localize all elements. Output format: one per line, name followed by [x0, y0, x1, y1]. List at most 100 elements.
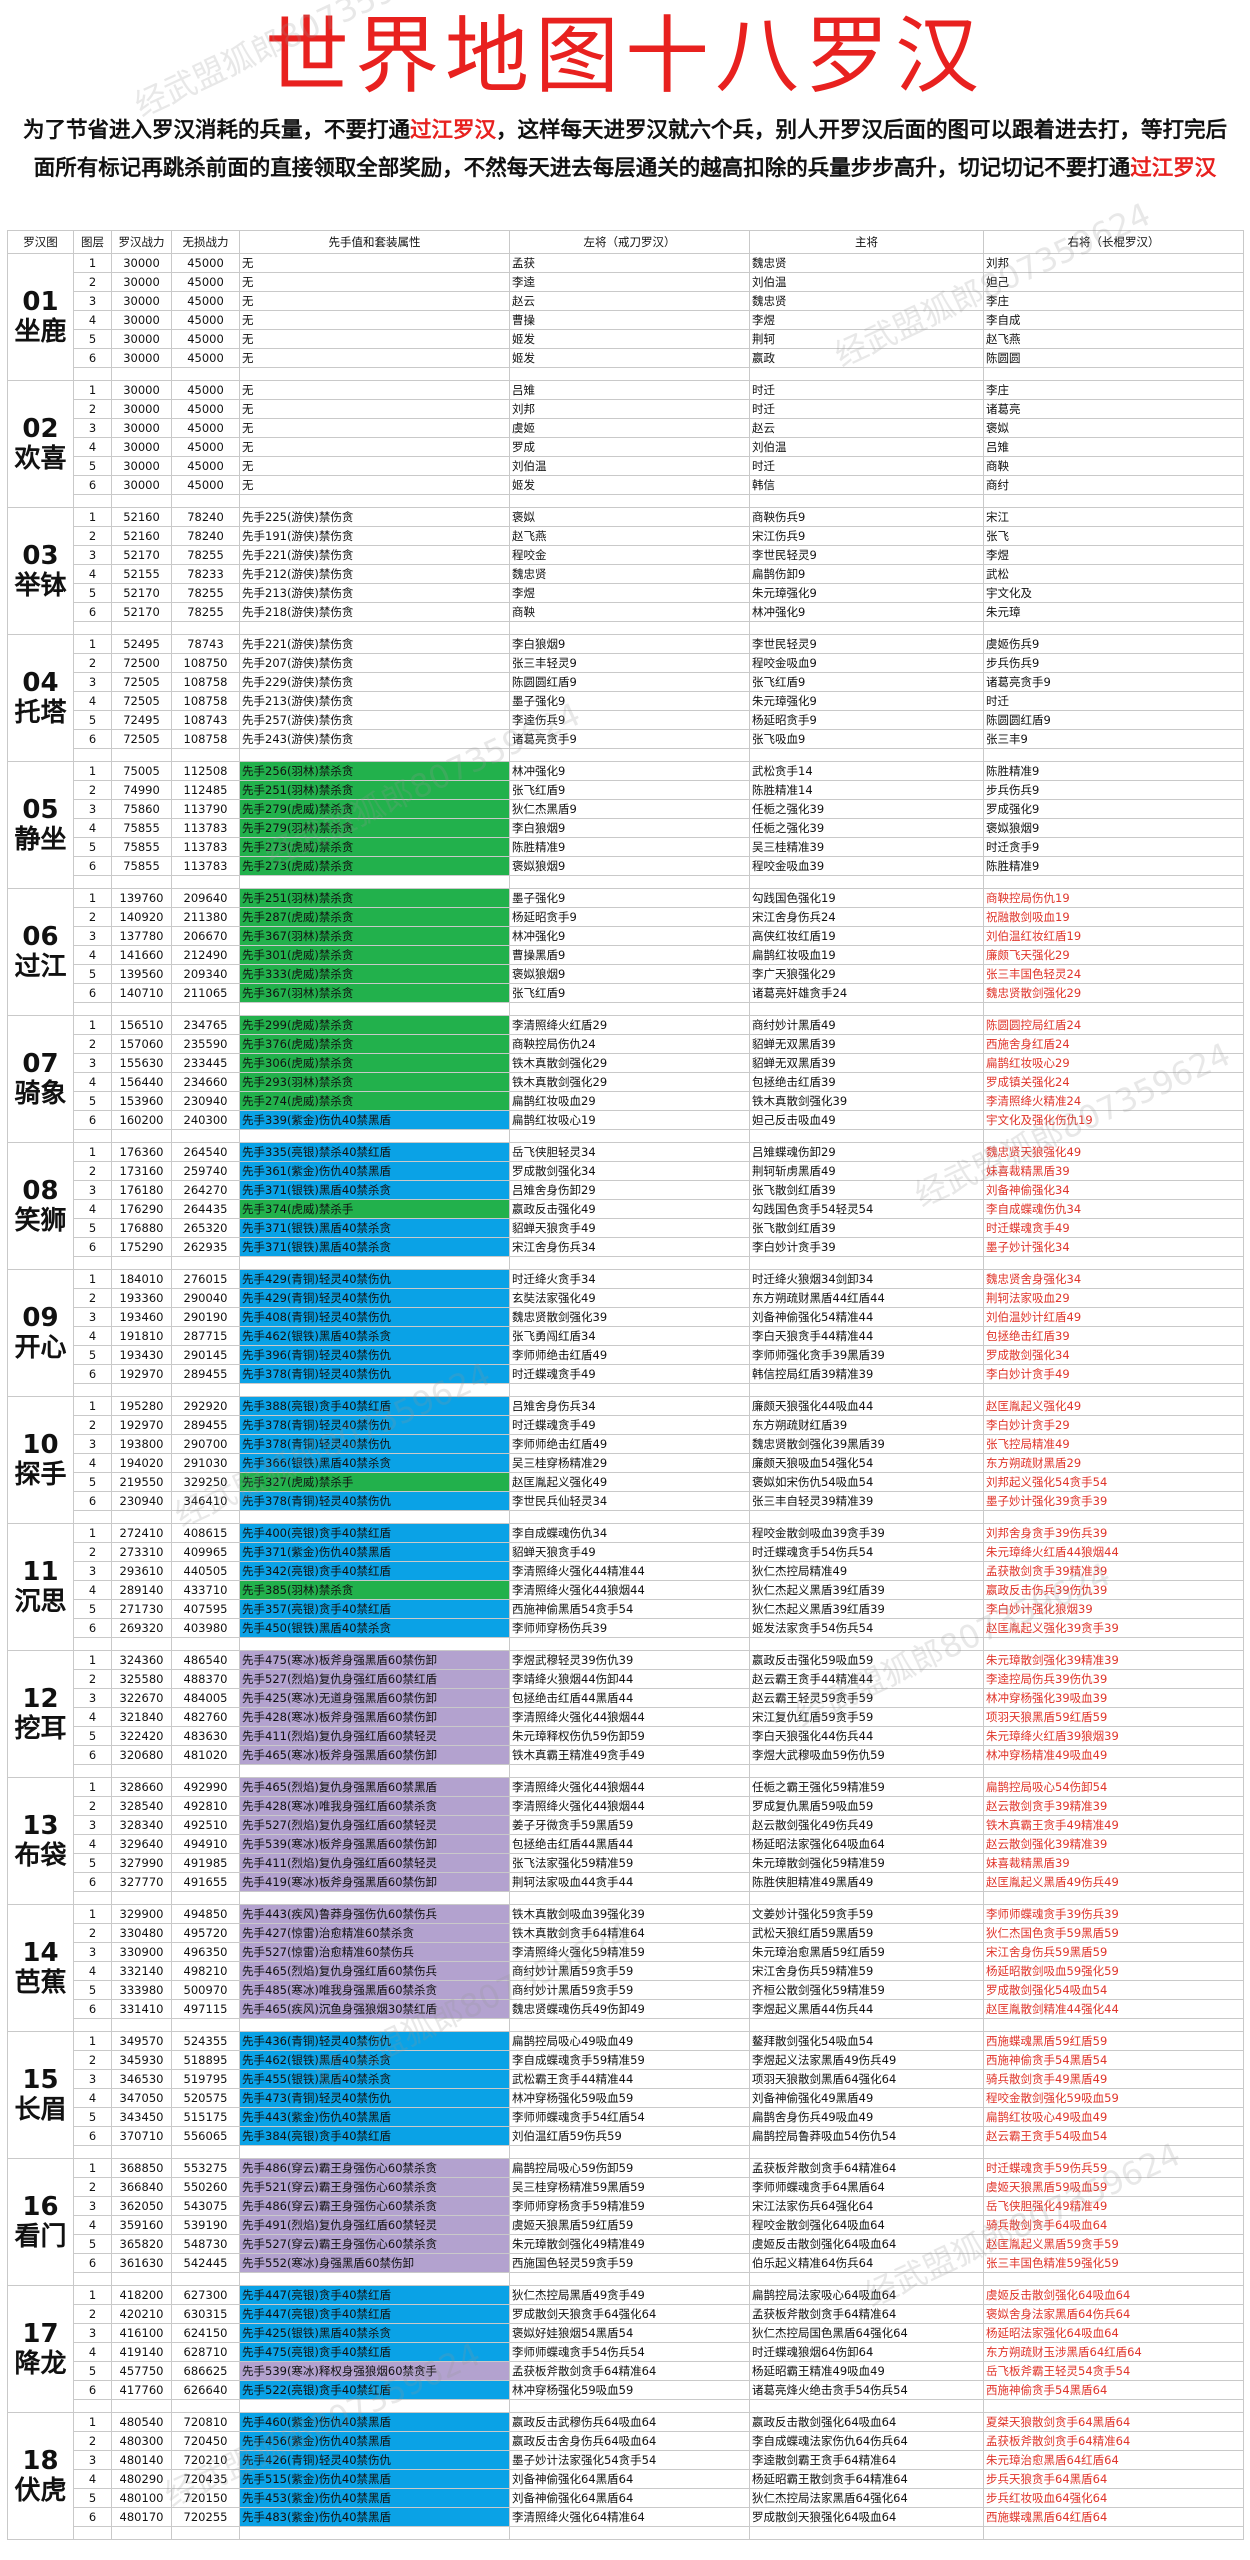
main-general-cell: 任栀之强化39	[749, 799, 984, 819]
power-cell: 72505	[111, 691, 172, 711]
table-row: 2 52160 78240 先手191(游侠)禁伤贪 赵飞燕 宋江伤兵9 张飞	[8, 526, 1244, 546]
table-row: 3 72505 108758 先手229(游侠)禁伤贪 陈圆圆红盾9 张飞红盾9 诸葛亮贪手…	[8, 672, 1244, 692]
layer-cell: 2	[73, 907, 112, 927]
table-row: 6 327770 491655 先手419(寒冰)板斧身强黑盾60禁伤卸 荆轲法家吸血4…	[8, 1872, 1244, 1892]
main-general-cell: 吴三桂精准39	[749, 837, 984, 857]
power-cell: 480140	[111, 2450, 172, 2470]
first-strike-set-cell: 先手243(游侠)禁伤贪	[239, 729, 510, 749]
right-general-cell: 狄仁杰国色贪手59黑盾59	[983, 1923, 1244, 1943]
table-row: 4 347050 520575 先手473(青铜)轻灵40禁伤仇 林冲穿杨强化59吸血5…	[8, 2088, 1244, 2108]
layer-cell: 4	[73, 564, 112, 584]
table-body: 01坐鹿 1 30000 45000 无孟获 魏忠贤 刘邦 2 30000 45000 无李逵 刘伯温…	[7, 253, 1244, 2540]
first-strike-set-cell: 先手428(寒冰)唯我身强红盾60禁杀贪	[239, 1796, 510, 1816]
left-general-cell: 包拯绝击红盾44黑盾44	[509, 1688, 750, 1708]
left-general-cell: 铁木真散剑强化29	[509, 1053, 750, 1073]
power-cell: 327770	[111, 1872, 172, 1892]
main-general-cell: 貂蝉无双黑盾39	[749, 1034, 984, 1054]
lossless-power-cell: 264540	[171, 1142, 240, 1162]
power-cell: 30000	[111, 380, 172, 400]
spacer-cell	[749, 2399, 984, 2413]
layer-cell: 1	[73, 1904, 112, 1924]
first-strike-set-cell: 先手460(紫金)伤仇40禁黑盾	[239, 2412, 510, 2432]
left-general-cell: 玄奘法家强化49	[509, 1288, 750, 1308]
layer-cell: 6	[73, 2253, 112, 2273]
table-row: 5 52170 78255 先手213(游侠)禁伤贪 李煜 朱元璋强化9 宇文化及	[8, 583, 1244, 603]
left-general-cell: 林冲穿杨强化59吸血59	[509, 2088, 750, 2108]
spacer-cell	[239, 1129, 510, 1143]
left-general-cell: 墨子强化9	[509, 888, 750, 908]
layer-cell: 2	[73, 399, 112, 419]
right-general-cell: 赵云霸王贪手54吸血54	[983, 2126, 1244, 2146]
right-general-cell: 西施舍身红盾24	[983, 1034, 1244, 1054]
main-general-cell: 李煜大武穆吸血59伤仇59	[749, 1745, 984, 1765]
table-row: 5 322420 483630 先手411(烈焰)复仇身强红盾60禁轻灵 朱元璋释权伤仇…	[8, 1726, 1244, 1746]
group-spacer-row	[8, 1764, 1244, 1778]
layer-cell: 6	[73, 1872, 112, 1892]
lossless-power-cell: 206670	[171, 926, 240, 946]
power-cell: 269320	[111, 1618, 172, 1638]
left-general-cell: 李师师蝶魂贪手54伤兵54	[509, 2342, 750, 2362]
lossless-power-cell: 550260	[171, 2177, 240, 2197]
power-cell: 361630	[111, 2253, 172, 2273]
layer-cell: 5	[73, 456, 112, 476]
left-general-cell: 李煜武穆轻灵39伤仇39	[509, 1650, 750, 1670]
first-strike-set-cell: 先手374(虎威)禁杀手	[239, 1199, 510, 1219]
spacer-cell	[171, 2145, 240, 2159]
left-general-cell: 罗成散剑强化34	[509, 1161, 750, 1181]
right-general-cell: 魏忠贤舍身强化34	[983, 1269, 1244, 1289]
lossless-power-cell: 630315	[171, 2304, 240, 2324]
power-cell: 72505	[111, 729, 172, 749]
table-row: 2 480300 720450 先手456(紫金)伤仇40禁黑盾 嬴政反击舍身伤兵64吸…	[8, 2431, 1244, 2451]
right-general-cell: 商鞅	[983, 456, 1244, 476]
spacer-cell	[171, 875, 240, 889]
table-row: 3 480140 720210 先手426(青铜)轻灵40禁伤仇 墨子妙计法家强化54贪…	[8, 2450, 1244, 2470]
spacer-cell	[239, 2145, 510, 2159]
power-cell: 322420	[111, 1726, 172, 1746]
spacer-cell	[749, 1510, 984, 1524]
spacer-cell	[73, 1129, 112, 1143]
spacer-cell	[983, 1891, 1244, 1905]
table-row: 3 75860 113790 先手279(虎威)禁杀贪 狄仁杰黑盾9 任栀之强化39 罗成强…	[8, 799, 1244, 819]
table-row: 2 325580 488370 先手527(烈焰)复仇身强红盾60禁红盾 李靖绛火狼烟4…	[8, 1669, 1244, 1689]
layer-cell: 5	[73, 1726, 112, 1746]
luohan-name: 09开心	[7, 1269, 74, 1397]
spacer-cell	[239, 2272, 510, 2286]
left-general-cell: 李逵伤兵9	[509, 710, 750, 730]
power-cell: 156440	[111, 1072, 172, 1092]
left-general-cell: 李世民兵仙轻灵34	[509, 1491, 750, 1511]
left-general-cell: 商纣妙计黑盾59贪手59	[509, 1961, 750, 1981]
spacer-cell	[983, 2272, 1244, 2286]
layer-cell: 6	[73, 856, 112, 876]
main-general-cell: 李煜	[749, 310, 984, 330]
power-cell: 30000	[111, 456, 172, 476]
left-general-cell: 陈圆圆红盾9	[509, 672, 750, 692]
spacer-cell	[239, 1256, 510, 1270]
lossless-power-cell: 264435	[171, 1199, 240, 1219]
layer-cell: 2	[73, 526, 112, 546]
luohan-table: 罗汉图 图层 罗汉战力 无损战力 先手值和套装属性 左将（戒刀罗汉） 主将 右将…	[7, 230, 1244, 2540]
left-general-cell: 张飞勇闯红盾34	[509, 1326, 750, 1346]
group-spacer-row	[8, 367, 1244, 381]
main-general-cell: 李师师蝶魂贪手64黑盾64	[749, 2177, 984, 2197]
main-general-cell: 程咬金散剑强化64吸血64	[749, 2215, 984, 2235]
table-row: 4 52155 78233 先手212(游侠)禁伤贪 魏忠贤 扁鹊伤卸9 武松	[8, 564, 1244, 584]
main-general-cell: 貂蝉无双黑盾39	[749, 1053, 984, 1073]
lossless-power-cell: 230940	[171, 1091, 240, 1111]
lossless-power-cell: 488370	[171, 1669, 240, 1689]
lossless-power-cell: 686625	[171, 2361, 240, 2381]
left-general-cell: 扁鹊控局吸心59伤卸59	[509, 2158, 750, 2178]
main-general-cell: 时迁	[749, 380, 984, 400]
lossless-power-cell: 497115	[171, 1999, 240, 2019]
lossless-power-cell: 409965	[171, 1542, 240, 1562]
first-strike-set-cell: 先手443(疾风)鲁莽身强伤仇60禁伤兵	[239, 1904, 510, 1924]
power-cell: 75005	[111, 761, 172, 781]
spacer-cell	[111, 2018, 172, 2032]
spacer-cell	[239, 1002, 510, 1016]
lossless-power-cell: 108758	[171, 729, 240, 749]
table-row: 3 322670 484005 先手425(寒冰)无道身强黑盾60禁伤卸 包拯绝击红盾4…	[8, 1688, 1244, 1708]
right-general-cell: 时迁蝶魂贪手59伤兵59	[983, 2158, 1244, 2178]
table-row: 6 140710 211065 先手367(羽林)禁杀贪 张飞红盾9 诸葛亮奸雄贪手24 魏…	[8, 983, 1244, 1003]
table-row: 5 30000 45000 无姬发 荆轲 赵飞燕	[8, 329, 1244, 349]
layer-cell: 1	[73, 507, 112, 527]
right-general-cell: 墨子妙计强化34	[983, 1237, 1244, 1257]
